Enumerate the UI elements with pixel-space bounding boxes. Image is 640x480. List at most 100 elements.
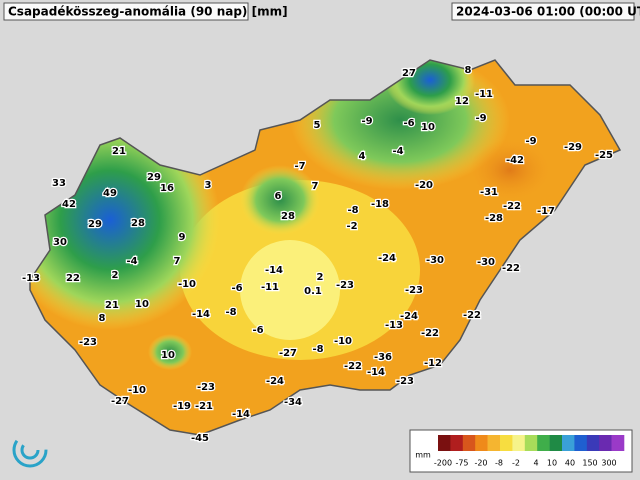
station-value: 7 bbox=[174, 256, 181, 267]
station-value: -6 bbox=[231, 283, 242, 294]
station-value: -17 bbox=[537, 206, 555, 217]
colorbar-segment bbox=[549, 435, 563, 451]
station-value: -29 bbox=[564, 142, 582, 153]
station-value: -23 bbox=[336, 280, 354, 291]
station-value: -14 bbox=[367, 367, 385, 378]
legend-label: 300 bbox=[601, 459, 616, 468]
station-value: -36 bbox=[374, 352, 392, 363]
colorbar-segment bbox=[462, 435, 476, 451]
logo bbox=[12, 432, 48, 468]
station-value: 21 bbox=[105, 300, 119, 311]
station-value: -24 bbox=[400, 311, 418, 322]
colorbar-segment bbox=[599, 435, 612, 451]
station-value: -14 bbox=[192, 309, 210, 320]
station-value: 10 bbox=[135, 299, 149, 310]
station-value: -23 bbox=[197, 382, 215, 393]
colorbar-segment bbox=[611, 435, 625, 451]
station-value: -12 bbox=[424, 358, 442, 369]
station-value: -4 bbox=[392, 146, 403, 157]
station-value: -10 bbox=[178, 279, 196, 290]
station-value: -11 bbox=[475, 89, 493, 100]
colorbar-segment bbox=[512, 435, 526, 451]
station-value: -20 bbox=[415, 180, 433, 191]
station-value: 12 bbox=[455, 96, 469, 107]
legend-label: -2 bbox=[512, 459, 520, 468]
legend-unit: mm bbox=[415, 451, 431, 460]
colorbar-segment bbox=[475, 435, 488, 451]
station-value: 8 bbox=[99, 313, 106, 324]
legend-label: -8 bbox=[495, 459, 503, 468]
station-value: -23 bbox=[79, 337, 97, 348]
station-value: -23 bbox=[396, 376, 414, 387]
station-value: 5 bbox=[314, 120, 321, 131]
station-value: -34 bbox=[284, 397, 302, 408]
time-box bbox=[451, 2, 635, 21]
legend-label: -20 bbox=[474, 459, 487, 468]
station-value: -19 bbox=[173, 401, 191, 412]
colorbar-segment bbox=[586, 435, 600, 451]
station-value: 29 bbox=[147, 172, 161, 183]
station-value: -23 bbox=[405, 285, 423, 296]
station-value: -24 bbox=[266, 376, 284, 387]
legend-label: 10 bbox=[547, 459, 557, 468]
station-value: 8 bbox=[465, 65, 472, 76]
station-value: -2 bbox=[346, 221, 357, 232]
station-value: -11 bbox=[261, 282, 279, 293]
legend-label: 4 bbox=[533, 459, 538, 468]
station-value: 33 bbox=[52, 178, 66, 189]
station-value: 49 bbox=[103, 188, 117, 199]
colorbar-segment bbox=[574, 435, 588, 451]
legend-label: -75 bbox=[455, 459, 468, 468]
legend-label: 40 bbox=[565, 459, 575, 468]
station-value: 2 bbox=[317, 272, 324, 283]
colorbar-segment bbox=[537, 435, 550, 451]
station-value: -25 bbox=[595, 150, 613, 161]
station-value: 4 bbox=[359, 151, 366, 162]
station-value: 42 bbox=[62, 199, 76, 210]
station-value: 2 bbox=[112, 270, 119, 281]
title-box bbox=[3, 2, 249, 21]
station-value: -9 bbox=[475, 113, 486, 124]
station-value: -8 bbox=[347, 205, 358, 216]
colorbar-segment bbox=[438, 435, 451, 451]
station-value: -13 bbox=[22, 273, 40, 284]
station-value: -27 bbox=[111, 396, 129, 407]
station-value: -45 bbox=[191, 433, 209, 444]
station-value: -22 bbox=[463, 310, 481, 321]
station-value: 16 bbox=[160, 183, 174, 194]
station-value: 28 bbox=[281, 211, 295, 222]
colorbar-segment bbox=[487, 435, 501, 451]
station-value: -6 bbox=[403, 118, 414, 129]
station-value: -8 bbox=[312, 344, 323, 355]
station-value: -22 bbox=[502, 263, 520, 274]
station-value: -28 bbox=[485, 213, 503, 224]
station-value: -42 bbox=[506, 155, 524, 166]
station-value: -27 bbox=[279, 348, 297, 359]
station-value: -6 bbox=[252, 325, 263, 336]
colorbar-segment bbox=[500, 435, 513, 451]
station-value: -8 bbox=[225, 307, 236, 318]
station-value: -10 bbox=[128, 385, 146, 396]
station-value: -31 bbox=[480, 187, 498, 198]
station-value: -14 bbox=[265, 265, 283, 276]
station-value: 21 bbox=[112, 146, 126, 157]
station-value: -18 bbox=[371, 199, 389, 210]
station-value: -4 bbox=[126, 256, 137, 267]
station-value: -13 bbox=[385, 320, 403, 331]
colorbar-segment bbox=[450, 435, 464, 451]
station-value: -9 bbox=[361, 116, 372, 127]
timestamp: 2024-03-06 01:00 (00:00 UTC) bbox=[456, 5, 640, 19]
station-value: 22 bbox=[66, 273, 80, 284]
station-value: 28 bbox=[131, 218, 145, 229]
station-value: 7 bbox=[312, 181, 319, 192]
station-value: -22 bbox=[503, 201, 521, 212]
station-value: 30 bbox=[53, 237, 67, 248]
station-value: -24 bbox=[378, 253, 396, 264]
station-value: 3 bbox=[205, 180, 212, 191]
legend-label: 150 bbox=[582, 459, 597, 468]
station-value: -10 bbox=[334, 336, 352, 347]
station-value: 6 bbox=[275, 191, 282, 202]
border bbox=[29, 59, 622, 436]
